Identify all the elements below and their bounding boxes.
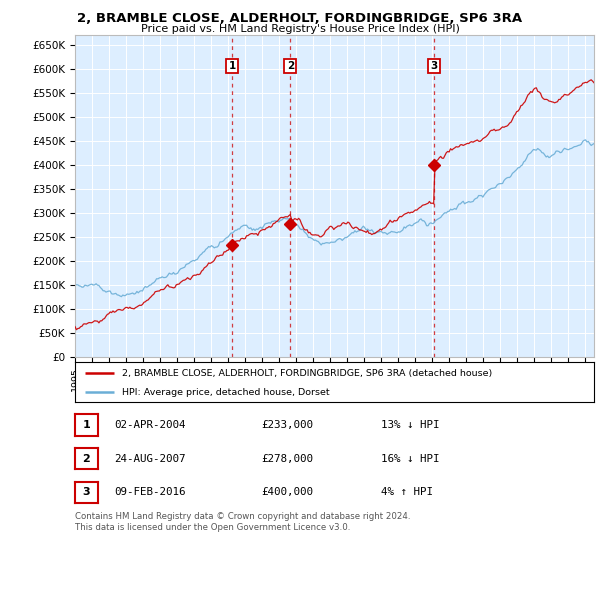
Text: 1: 1 [229, 61, 236, 71]
Text: 02-APR-2004: 02-APR-2004 [114, 420, 185, 430]
Text: 09-FEB-2016: 09-FEB-2016 [114, 487, 185, 497]
Text: Contains HM Land Registry data © Crown copyright and database right 2024.
This d: Contains HM Land Registry data © Crown c… [75, 512, 410, 532]
Text: 2: 2 [83, 454, 90, 464]
Text: £400,000: £400,000 [261, 487, 313, 497]
Text: £278,000: £278,000 [261, 454, 313, 464]
Text: 2: 2 [287, 61, 294, 71]
Text: 16% ↓ HPI: 16% ↓ HPI [381, 454, 439, 464]
Text: 3: 3 [83, 487, 90, 497]
Text: 3: 3 [431, 61, 438, 71]
Text: Price paid vs. HM Land Registry's House Price Index (HPI): Price paid vs. HM Land Registry's House … [140, 24, 460, 34]
Text: 2, BRAMBLE CLOSE, ALDERHOLT, FORDINGBRIDGE, SP6 3RA: 2, BRAMBLE CLOSE, ALDERHOLT, FORDINGBRID… [77, 12, 523, 25]
Text: 1: 1 [83, 420, 90, 430]
Text: £233,000: £233,000 [261, 420, 313, 430]
Text: 2, BRAMBLE CLOSE, ALDERHOLT, FORDINGBRIDGE, SP6 3RA (detached house): 2, BRAMBLE CLOSE, ALDERHOLT, FORDINGBRID… [122, 369, 492, 378]
Text: 4% ↑ HPI: 4% ↑ HPI [381, 487, 433, 497]
Text: HPI: Average price, detached house, Dorset: HPI: Average price, detached house, Dors… [122, 388, 329, 397]
Text: 13% ↓ HPI: 13% ↓ HPI [381, 420, 439, 430]
Text: 24-AUG-2007: 24-AUG-2007 [114, 454, 185, 464]
